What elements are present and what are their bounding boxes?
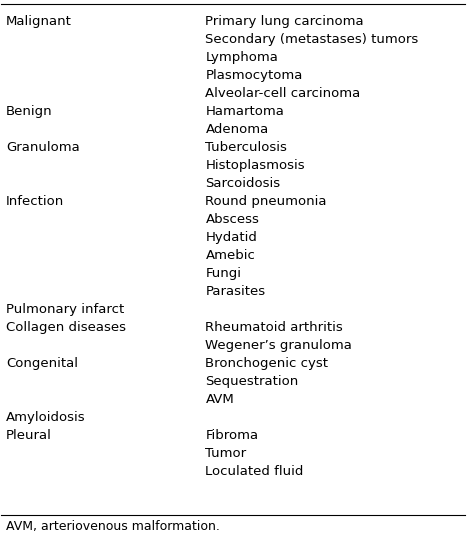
Text: Adenoma: Adenoma	[205, 123, 269, 136]
Text: Benign: Benign	[6, 105, 53, 118]
Text: Tuberculosis: Tuberculosis	[205, 141, 287, 154]
Text: Congenital: Congenital	[6, 357, 78, 370]
Text: Wegener’s granuloma: Wegener’s granuloma	[205, 339, 352, 352]
Text: Malignant: Malignant	[6, 15, 72, 28]
Text: Secondary (metastases) tumors: Secondary (metastases) tumors	[205, 33, 419, 46]
Text: Fungi: Fungi	[205, 267, 241, 280]
Text: Histoplasmosis: Histoplasmosis	[205, 159, 305, 172]
Text: Loculated fluid: Loculated fluid	[205, 465, 304, 478]
Text: AVM: AVM	[205, 393, 234, 406]
Text: Round pneumonia: Round pneumonia	[205, 195, 327, 208]
Text: Amyloidosis: Amyloidosis	[6, 411, 86, 424]
Text: Tumor: Tumor	[205, 447, 246, 460]
Text: Plasmocytoma: Plasmocytoma	[205, 69, 303, 82]
Text: Amebic: Amebic	[205, 249, 255, 262]
Text: AVM, arteriovenous malformation.: AVM, arteriovenous malformation.	[6, 520, 220, 533]
Text: Lymphoma: Lymphoma	[205, 51, 278, 64]
Text: Hydatid: Hydatid	[205, 231, 257, 244]
Text: Fibroma: Fibroma	[205, 429, 258, 442]
Text: Collagen diseases: Collagen diseases	[6, 321, 126, 334]
Text: Parasites: Parasites	[205, 285, 265, 298]
Text: Alveolar-cell carcinoma: Alveolar-cell carcinoma	[205, 87, 361, 100]
Text: Bronchogenic cyst: Bronchogenic cyst	[205, 357, 328, 370]
Text: Sarcoidosis: Sarcoidosis	[205, 177, 281, 190]
Text: Rheumatoid arthritis: Rheumatoid arthritis	[205, 321, 343, 334]
Text: Granuloma: Granuloma	[6, 141, 80, 154]
Text: Primary lung carcinoma: Primary lung carcinoma	[205, 15, 364, 28]
Text: Sequestration: Sequestration	[205, 375, 299, 388]
Text: Infection: Infection	[6, 195, 64, 208]
Text: Pleural: Pleural	[6, 429, 52, 442]
Text: Pulmonary infarct: Pulmonary infarct	[6, 303, 124, 316]
Text: Abscess: Abscess	[205, 213, 259, 226]
Text: Hamartoma: Hamartoma	[205, 105, 284, 118]
